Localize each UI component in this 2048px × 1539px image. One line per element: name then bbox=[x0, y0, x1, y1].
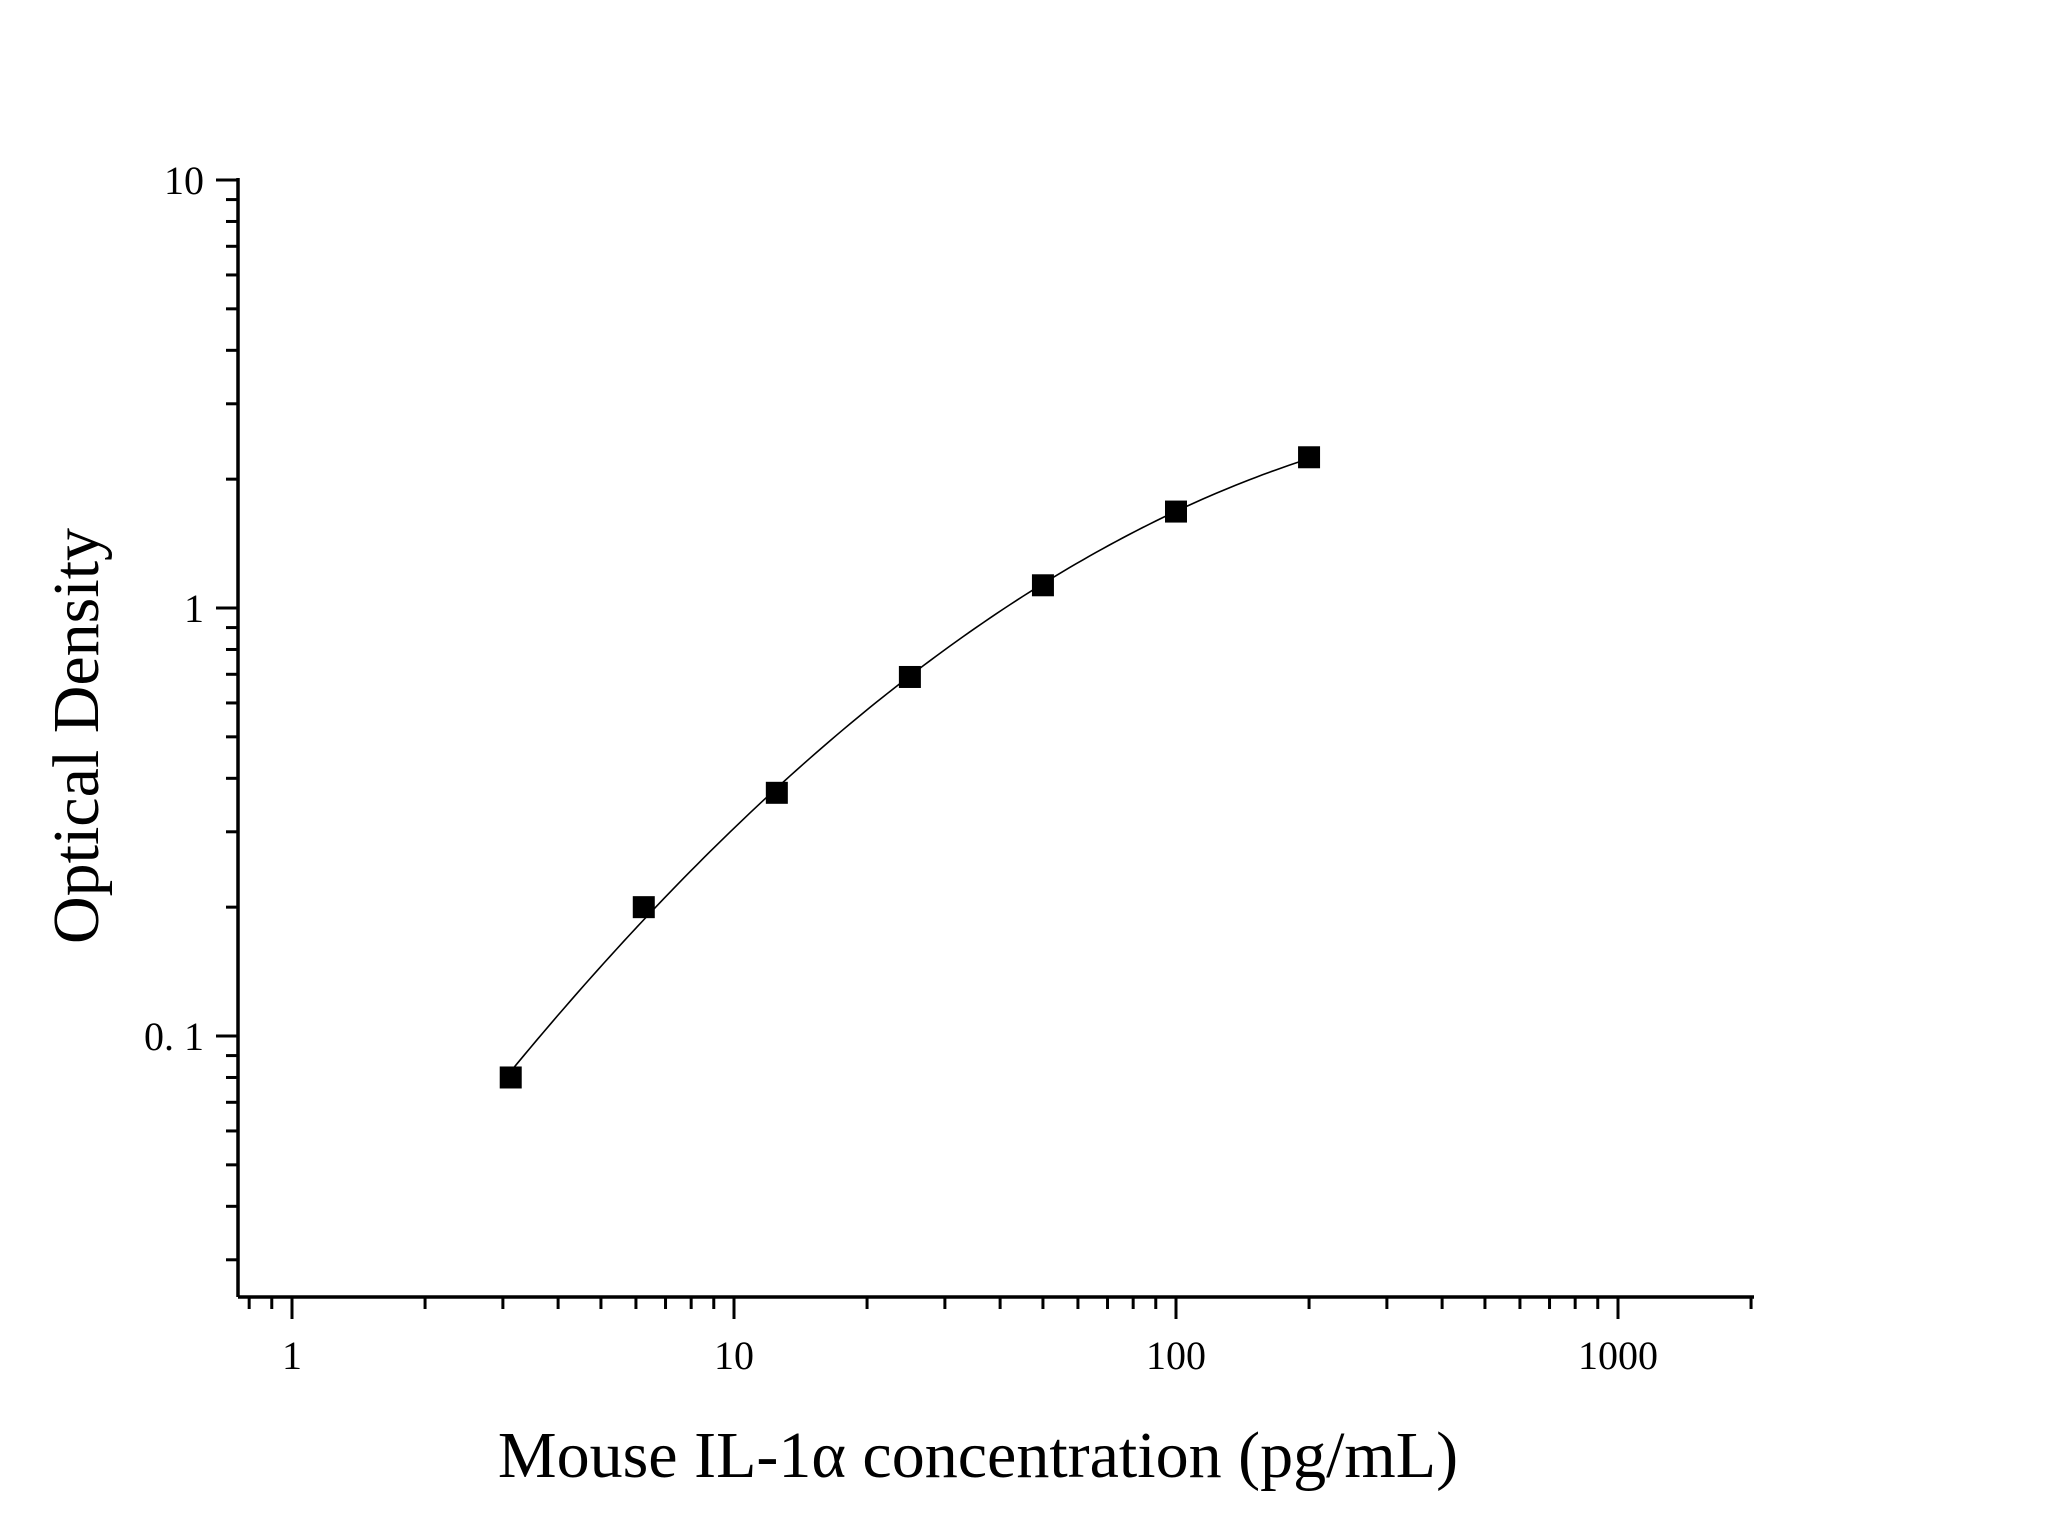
y-tick-label: 1 bbox=[184, 586, 204, 631]
y-axis-tick-labels: 0. 1 1 10 bbox=[144, 158, 204, 1059]
x-tick-label: 10 bbox=[714, 1333, 754, 1378]
data-point bbox=[1031, 574, 1054, 597]
data-point bbox=[765, 781, 788, 804]
y-tick-label: 10 bbox=[164, 158, 204, 203]
fit-curve bbox=[510, 457, 1310, 1072]
x-tick-label: 1 bbox=[282, 1333, 302, 1378]
x-axis-tick-labels: 1 10 100 1000 bbox=[282, 1333, 1658, 1378]
y-tick-label: 0. 1 bbox=[144, 1014, 204, 1059]
x-axis-title: Mouse IL-1α concentration (pg/mL) bbox=[498, 1419, 1458, 1492]
x-tick-label: 100 bbox=[1146, 1333, 1206, 1378]
x-tick-label: 1000 bbox=[1578, 1333, 1658, 1378]
data-point bbox=[632, 896, 655, 919]
data-point bbox=[898, 665, 921, 688]
x-axis-ticks bbox=[247, 1297, 1753, 1319]
data-point bbox=[1298, 446, 1321, 469]
axes bbox=[236, 178, 1754, 1299]
data-markers bbox=[499, 446, 1321, 1089]
y-axis-ticks bbox=[216, 178, 238, 1262]
y-axis-title: Optical Density bbox=[40, 528, 113, 944]
data-point bbox=[499, 1066, 522, 1089]
data-point bbox=[1165, 500, 1187, 523]
